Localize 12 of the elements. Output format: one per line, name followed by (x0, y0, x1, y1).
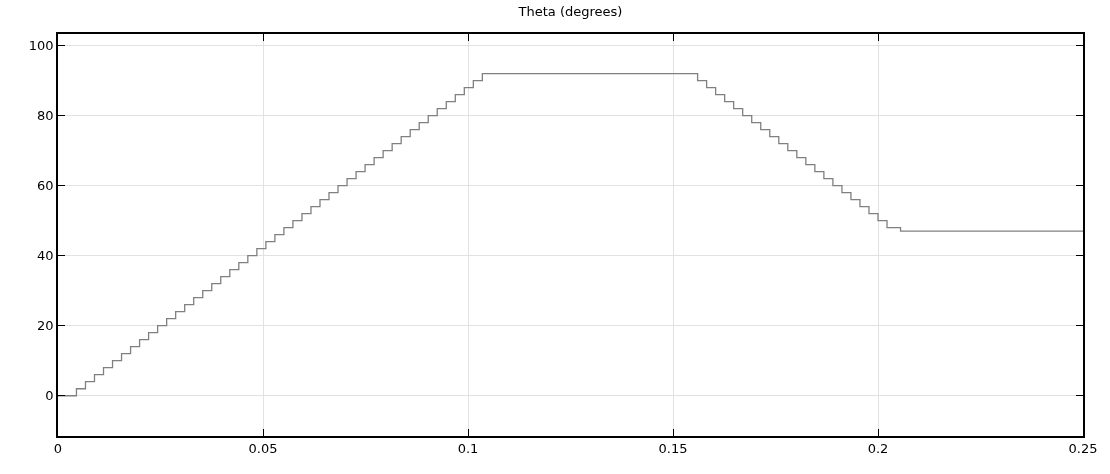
chart-title: Theta (degrees) (517, 4, 623, 20)
y-tick-label: 0 (45, 388, 54, 404)
y-tick-label: 100 (28, 38, 54, 54)
x-tick-label: 0.05 (248, 441, 278, 457)
x-tick-label: 0.1 (457, 441, 479, 457)
x-tick-label: 0.25 (1068, 441, 1098, 457)
y-tick-label: 40 (37, 248, 54, 264)
y-tick-label: 80 (37, 108, 54, 124)
y-tick-label: 20 (37, 318, 54, 334)
x-tick-label: 0.15 (658, 441, 688, 457)
x-tick-label: 0.2 (867, 441, 889, 457)
y-tick-label: 60 (37, 178, 54, 194)
